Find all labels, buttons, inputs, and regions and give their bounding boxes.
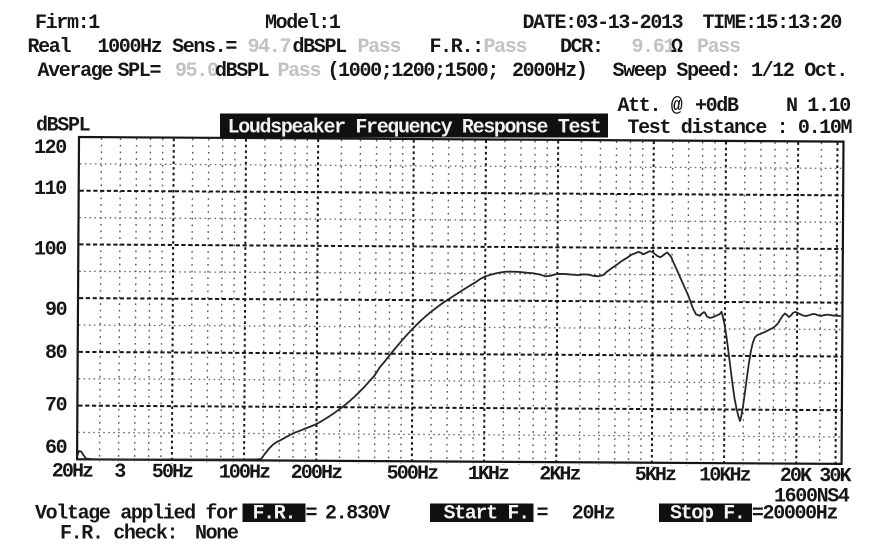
svg-text:20Hz: 20Hz (572, 503, 615, 526)
svg-text:3: 3 (114, 461, 125, 484)
svg-text:(1000;1200;1500;: (1000;1200;1500; (328, 60, 498, 83)
svg-text:Stop F.: Stop F. (670, 503, 745, 526)
svg-text:dBSPL: dBSPL (293, 36, 347, 59)
svg-text:Pass: Pass (697, 36, 740, 59)
svg-text:100: 100 (34, 239, 66, 262)
svg-text:Real: Real (28, 36, 72, 59)
svg-text:=: = (537, 503, 549, 526)
svg-text:Pass: Pass (278, 60, 321, 83)
svg-text:94.7: 94.7 (248, 36, 291, 59)
svg-text:dBSPL: dBSPL (215, 60, 269, 83)
svg-text:1600NS4: 1600NS4 (774, 486, 850, 509)
svg-text:TIME:15:13:20: TIME:15:13:20 (703, 12, 842, 35)
svg-text:Test distance : 0.10M: Test distance : 0.10M (628, 117, 853, 140)
svg-text:200Hz: 200Hz (291, 462, 343, 485)
svg-text:110: 110 (34, 178, 66, 201)
svg-text:Loudspeaker Frequency Response: Loudspeaker Frequency Response Test (228, 117, 601, 140)
svg-text:30K: 30K (819, 465, 851, 488)
svg-text:9.61: 9.61 (632, 36, 676, 59)
svg-text:F.R.: F.R. (253, 503, 296, 526)
svg-text:=20000Hz: =20000Hz (752, 503, 838, 526)
svg-text:F.R.:: F.R.: (430, 36, 483, 59)
svg-text:20K: 20K (780, 465, 812, 488)
svg-text:20Hz: 20Hz (52, 460, 93, 483)
svg-text:60: 60 (45, 437, 67, 460)
svg-text:F.R. check:: F.R. check: (60, 523, 177, 545)
svg-text:80: 80 (45, 342, 67, 365)
svg-text:50Hz: 50Hz (152, 461, 193, 484)
svg-text:5KHz: 5KHz (635, 464, 676, 487)
svg-text:100Hz: 100Hz (219, 461, 271, 484)
svg-text:95.0: 95.0 (175, 60, 218, 83)
svg-text:Ω: Ω (671, 36, 683, 59)
svg-text:500Hz: 500Hz (387, 462, 439, 485)
svg-text:Sweep Speed: 1/12 Oct.: Sweep Speed: 1/12 Oct. (613, 60, 847, 83)
svg-text:Average: Average (38, 60, 114, 83)
svg-text:70: 70 (45, 395, 67, 418)
svg-text:1KHz: 1KHz (468, 463, 509, 486)
svg-text:None: None (195, 523, 239, 545)
svg-text:SPL=: SPL= (118, 60, 162, 83)
svg-text:DATE:03-13-2013: DATE:03-13-2013 (523, 12, 683, 35)
svg-text:10KHz: 10KHz (699, 464, 751, 487)
svg-text:dBSPL: dBSPL (36, 115, 90, 138)
svg-text:=: = (306, 503, 318, 526)
svg-text:Firm:1: Firm:1 (35, 12, 100, 35)
svg-text:Pass: Pass (358, 36, 401, 59)
svg-text:2.830V: 2.830V (325, 503, 390, 526)
svg-text:Voltage applied for: Voltage applied for (35, 503, 238, 526)
svg-text:+0dB: +0dB (695, 95, 739, 118)
svg-text:Att. @: Att. @ (618, 95, 683, 118)
svg-text:120: 120 (34, 137, 66, 160)
svg-text:2000Hz): 2000Hz) (512, 60, 587, 83)
svg-text:90: 90 (45, 299, 67, 322)
svg-text:N 1.10: N 1.10 (786, 95, 850, 118)
svg-text:Start F.: Start F. (444, 503, 529, 526)
svg-text:Pass: Pass (484, 36, 527, 59)
svg-text:DCR:: DCR: (560, 36, 603, 59)
svg-text:Model:1: Model:1 (265, 12, 341, 35)
svg-text:2KHz: 2KHz (539, 463, 580, 486)
svg-text:1000Hz Sens.=: 1000Hz Sens.= (98, 36, 238, 59)
